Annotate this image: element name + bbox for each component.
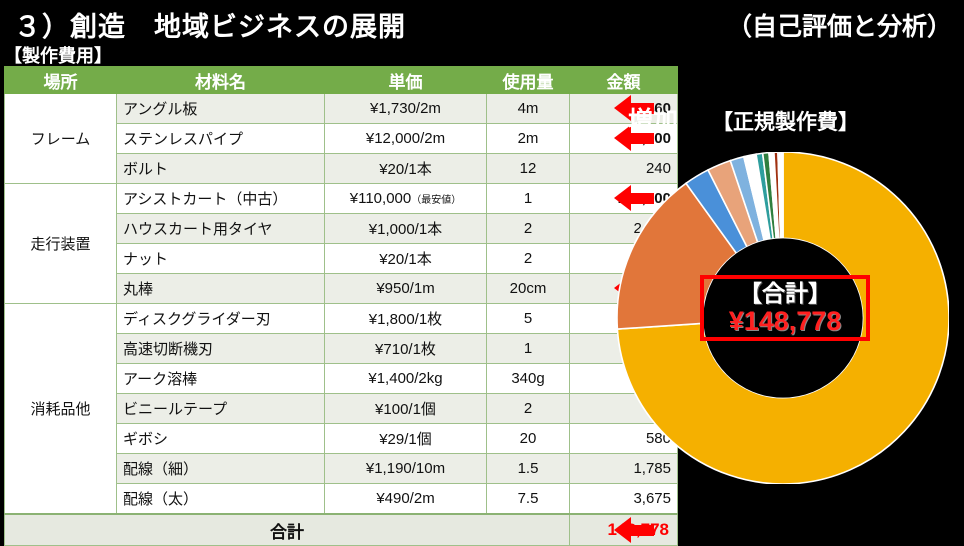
cell-quantity: 1 <box>487 334 570 364</box>
cell-material-name: 高速切断機刃 <box>117 334 325 364</box>
cell-material-name: 配線（太） <box>117 484 325 515</box>
cell-material-name: ナット <box>117 244 325 274</box>
row-group-place: フレーム <box>5 94 117 184</box>
column-header-material: 材料名 <box>117 67 325 94</box>
table-body: フレームアングル板¥1,730/2m4m3,460ステンレスパイプ¥12,000… <box>5 94 678 515</box>
cell-quantity: 340g <box>487 364 570 394</box>
cell-unit-price: ¥20/1本 <box>325 154 487 184</box>
increase-annotation-label: 増加 <box>628 101 678 137</box>
table-total-row: 合計 148,778 <box>5 514 678 546</box>
cell-material-name: ハウスカート用タイヤ <box>117 214 325 244</box>
total-label: 合計 <box>5 514 570 546</box>
cell-unit-price: ¥12,000/2m <box>325 124 487 154</box>
chart-title: 【正規製作費】 <box>712 106 859 136</box>
cell-quantity: 12 <box>487 154 570 184</box>
column-header-quantity: 使用量 <box>487 67 570 94</box>
arrow-head-icon <box>614 517 631 543</box>
chart-center-total-label: 【合計】 <box>739 282 831 305</box>
page-subtitle: （自己評価と分析） <box>727 7 952 43</box>
chart-center-total-box: 【合計】 ¥148,778 <box>700 275 870 341</box>
cell-quantity: 7.5 <box>487 484 570 515</box>
cell-amount: 3,675 <box>570 484 678 515</box>
row-group-place: 走行装置 <box>5 184 117 304</box>
table-header-row: 場所 材料名 単価 使用量 金額 <box>5 67 678 94</box>
cell-quantity: 20cm <box>487 274 570 304</box>
cell-material-name: アングル板 <box>117 94 325 124</box>
cell-unit-price-note: （最安値） <box>411 195 461 206</box>
arrow-shaft <box>630 525 654 536</box>
cell-material-name: アシストカート（中古） <box>117 184 325 214</box>
cell-material-name: 配線（細） <box>117 454 325 484</box>
column-header-unit-price: 単価 <box>325 67 487 94</box>
cell-quantity: 20 <box>487 424 570 454</box>
cell-unit-price: ¥950/1m <box>325 274 487 304</box>
cell-material-name: アーク溶棒 <box>117 364 325 394</box>
cell-unit-price: ¥490/2m <box>325 484 487 515</box>
chart-center-total-value: ¥148,778 <box>729 308 842 335</box>
cell-material-name: 丸棒 <box>117 274 325 304</box>
cell-unit-price: ¥110,000（最安値） <box>325 184 487 214</box>
section-label: 【製作費用】 <box>4 42 112 68</box>
cell-unit-price: ¥29/1個 <box>325 424 487 454</box>
column-header-place: 場所 <box>5 67 117 94</box>
highlight-arrow-total <box>614 517 654 543</box>
cell-material-name: ビニールテープ <box>117 394 325 424</box>
cell-unit-price: ¥1,190/10m <box>325 454 487 484</box>
cell-unit-price: ¥1,730/2m <box>325 94 487 124</box>
cell-unit-price: ¥20/1本 <box>325 244 487 274</box>
cell-quantity: 2 <box>487 214 570 244</box>
cell-quantity: 5 <box>487 304 570 334</box>
cell-unit-price: ¥1,000/1本 <box>325 214 487 244</box>
cell-material-name: ギボシ <box>117 424 325 454</box>
column-header-amount: 金額 <box>570 67 678 94</box>
cell-quantity: 4m <box>487 94 570 124</box>
cell-material-name: ディスクグライダー刃 <box>117 304 325 334</box>
cell-unit-price: ¥1,800/1枚 <box>325 304 487 334</box>
cell-quantity: 1.5 <box>487 454 570 484</box>
page-title: ３）創造 地域ビジネスの展開 <box>14 5 406 44</box>
cell-quantity: 2 <box>487 244 570 274</box>
cell-material-name: ステンレスパイプ <box>117 124 325 154</box>
cell-unit-price: ¥1,400/2kg <box>325 364 487 394</box>
cell-unit-price: ¥100/1個 <box>325 394 487 424</box>
cell-quantity: 2 <box>487 394 570 424</box>
cell-quantity: 1 <box>487 184 570 214</box>
cell-quantity: 2m <box>487 124 570 154</box>
cost-table: 場所 材料名 単価 使用量 金額 フレームアングル板¥1,730/2m4m3,4… <box>4 66 678 546</box>
row-group-place: 消耗品他 <box>5 304 117 515</box>
cell-material-name: ボルト <box>117 154 325 184</box>
cell-unit-price: ¥710/1枚 <box>325 334 487 364</box>
